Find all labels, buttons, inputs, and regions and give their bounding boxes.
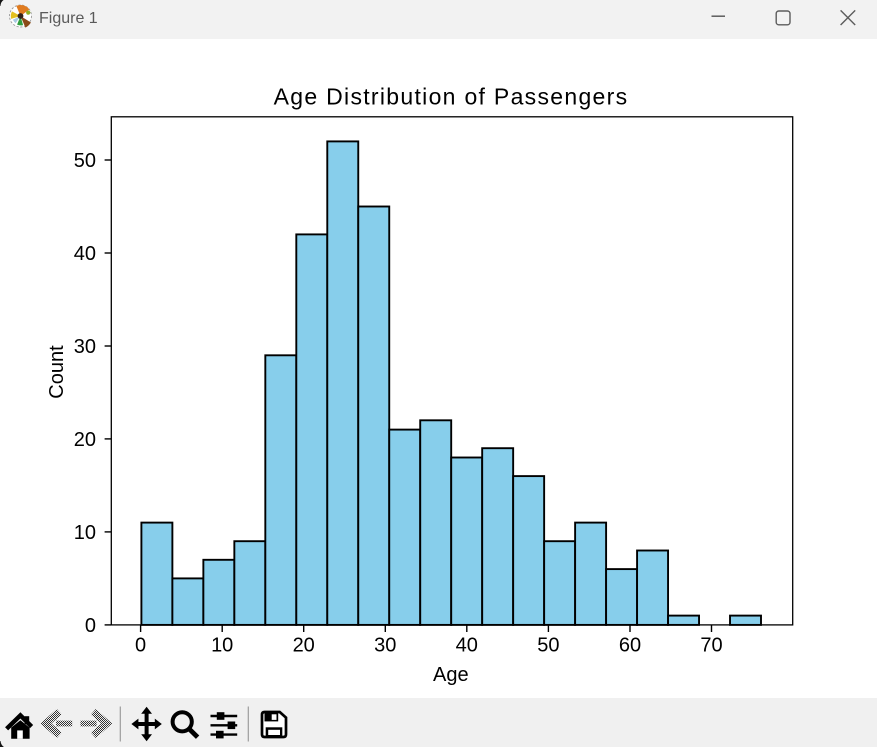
svg-text:Figure 1: Figure 1 [39,10,98,27]
svg-text:60: 60 [619,635,641,657]
svg-text:0: 0 [135,635,146,657]
svg-text:0: 0 [85,615,96,637]
svg-text:Age Distribution of Passengers: Age Distribution of Passengers [274,84,629,110]
svg-text:50: 50 [74,150,96,172]
svg-text:50: 50 [537,635,559,657]
svg-text:10: 10 [211,635,233,657]
svg-text:Count: Count [46,345,68,399]
svg-text:10: 10 [74,522,96,544]
svg-text:20: 20 [293,635,315,657]
svg-text:30: 30 [74,336,96,358]
svg-text:70: 70 [700,635,722,657]
svg-text:Age: Age [433,664,469,686]
svg-text:20: 20 [74,429,96,451]
svg-text:30: 30 [374,635,396,657]
svg-text:40: 40 [74,243,96,265]
svg-text:40: 40 [456,635,478,657]
